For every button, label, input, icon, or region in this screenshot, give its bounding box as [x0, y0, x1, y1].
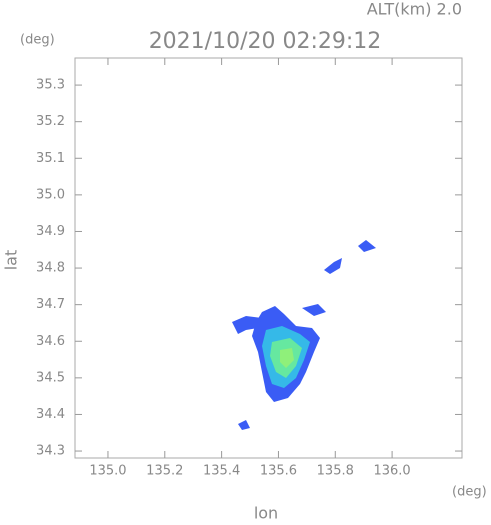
y-tick-label: 34.3 [36, 444, 65, 459]
x-tick-label: 135.0 [89, 464, 126, 479]
y-axis-label: lat [2, 250, 21, 271]
x-tick-label: 135.2 [146, 464, 183, 479]
altitude-label: ALT(km) 2.0 [367, 0, 462, 19]
x-tick-label: 135.8 [317, 464, 354, 479]
x-unit: (deg) [452, 485, 487, 500]
y-tick-label: 34.7 [36, 297, 65, 312]
y-unit: (deg) [20, 33, 55, 48]
y-tick-label: 35.0 [36, 187, 65, 202]
y-tick-label: 34.8 [36, 261, 65, 276]
y-tick-label: 34.6 [36, 334, 65, 349]
x-tick-label: 136.0 [373, 464, 410, 479]
radar-echoes [232, 240, 376, 430]
y-tick-label: 35.2 [36, 114, 65, 129]
x-axis-label: lon [254, 504, 278, 522]
plot-frame [74, 57, 463, 459]
y-tick-label: 34.4 [36, 407, 65, 422]
y-tick-label: 34.9 [36, 224, 65, 239]
x-tick-label: 135.6 [260, 464, 297, 479]
x-tick-label: 135.4 [203, 464, 240, 479]
y-tick-label: 35.3 [36, 78, 65, 93]
y-tick-label: 35.1 [36, 151, 65, 166]
chart-title: 2021/10/20 02:29:12 [149, 29, 382, 54]
y-tick-label: 34.5 [36, 370, 65, 385]
